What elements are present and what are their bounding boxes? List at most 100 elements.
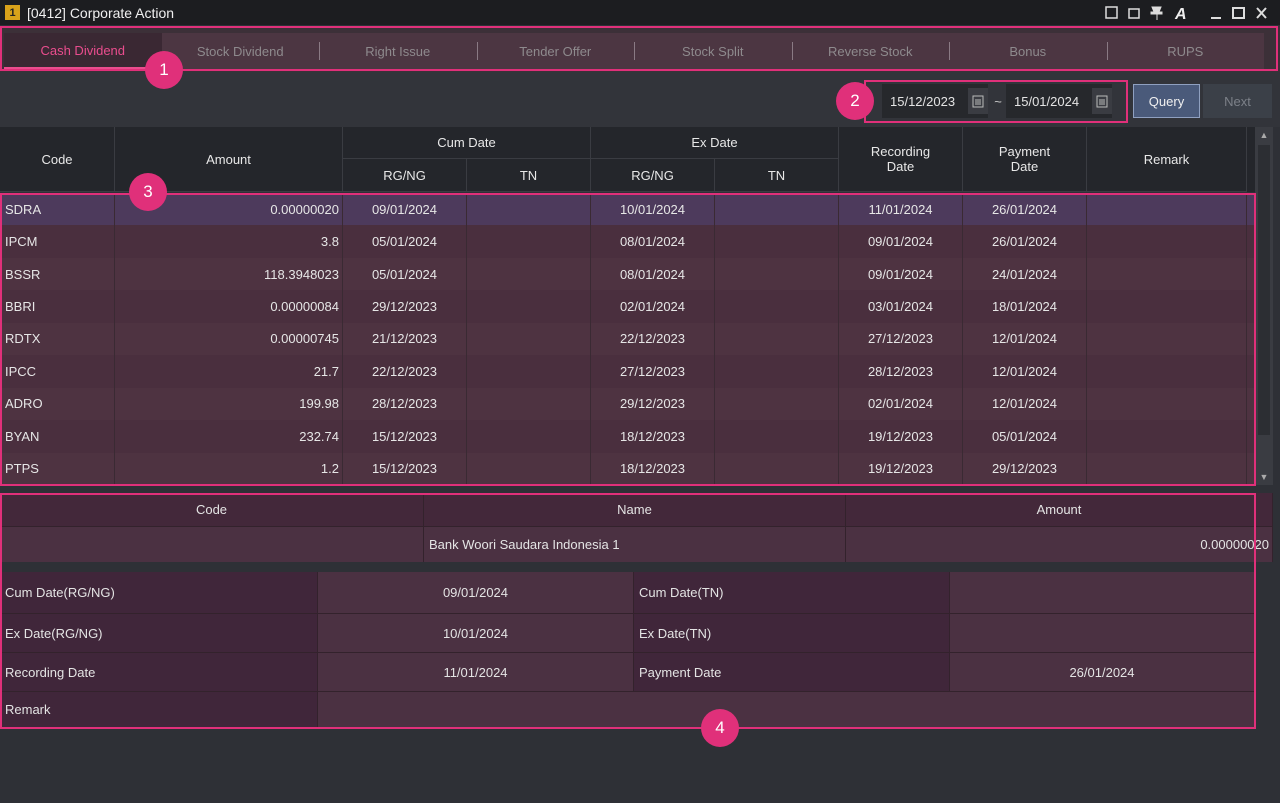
font-button[interactable]: A	[1174, 6, 1187, 22]
tab[interactable]: Stock Dividend	[162, 33, 320, 69]
table-cell[interactable]: 15/12/2023	[343, 420, 467, 452]
table-cell[interactable]: 05/01/2024	[963, 420, 1087, 452]
table-cell[interactable]: 21.7	[115, 355, 343, 387]
table-cell[interactable]: ADRO	[0, 388, 115, 420]
table-cell[interactable]: 19/12/2023	[839, 453, 963, 485]
table-cell[interactable]: 29/12/2023	[591, 388, 715, 420]
table-cell[interactable]	[1087, 388, 1247, 420]
table-cell[interactable]	[715, 290, 839, 322]
table-cell[interactable]: 09/01/2024	[343, 193, 467, 225]
table-cell[interactable]: 18/12/2023	[591, 420, 715, 452]
table-cell[interactable]: 19/12/2023	[839, 420, 963, 452]
next-button[interactable]: Next	[1203, 84, 1272, 118]
table-cell[interactable]	[715, 355, 839, 387]
tab[interactable]: Bonus	[949, 33, 1107, 69]
table-cell[interactable]	[1087, 355, 1247, 387]
table-cell[interactable]: 15/12/2023	[343, 453, 467, 485]
table-cell[interactable]: 12/01/2024	[963, 323, 1087, 355]
float-button[interactable]	[1129, 9, 1139, 18]
table-cell[interactable]: 11/01/2024	[839, 193, 963, 225]
table-cell[interactable]: SDRA	[0, 193, 115, 225]
table-cell[interactable]	[467, 258, 591, 290]
table-cell[interactable]: RDTX	[0, 323, 115, 355]
table-cell[interactable]: 28/12/2023	[839, 355, 963, 387]
table-cell[interactable]	[1087, 453, 1247, 485]
query-button[interactable]: Query	[1133, 84, 1200, 118]
table-cell[interactable]: 22/12/2023	[591, 323, 715, 355]
table-cell[interactable]	[715, 258, 839, 290]
tab[interactable]: Stock Split	[634, 33, 792, 69]
table-cell[interactable]: 18/01/2024	[963, 290, 1087, 322]
table-cell[interactable]	[467, 193, 591, 225]
tab[interactable]: Reverse Stock	[792, 33, 950, 69]
table-cell[interactable]: IPCM	[0, 225, 115, 257]
table-cell[interactable]: 02/01/2024	[839, 388, 963, 420]
table-cell[interactable]	[715, 225, 839, 257]
maximize-button[interactable]	[1233, 8, 1244, 18]
table-cell[interactable]: 199.98	[115, 388, 343, 420]
table-cell[interactable]: 26/01/2024	[963, 225, 1087, 257]
table-cell[interactable]: 22/12/2023	[343, 355, 467, 387]
tab[interactable]: RUPS	[1107, 33, 1265, 69]
table-cell[interactable]: 08/01/2024	[591, 225, 715, 257]
table-cell[interactable]	[715, 388, 839, 420]
table-cell[interactable]	[467, 225, 591, 257]
calendar-button[interactable]	[1092, 88, 1112, 114]
tab[interactable]: Cash Dividend	[4, 33, 162, 69]
table-cell[interactable]: 0.00000084	[115, 290, 343, 322]
table-cell[interactable]: 09/01/2024	[839, 258, 963, 290]
table-cell[interactable]: 28/12/2023	[343, 388, 467, 420]
table-cell[interactable]	[1087, 258, 1247, 290]
table-cell[interactable]	[1087, 420, 1247, 452]
table-cell[interactable]	[467, 323, 591, 355]
tab[interactable]: Right Issue	[319, 33, 477, 69]
table-cell[interactable]: 24/01/2024	[963, 258, 1087, 290]
table-cell[interactable]	[715, 193, 839, 225]
table-cell[interactable]: 18/12/2023	[591, 453, 715, 485]
table-cell[interactable]: PTPS	[0, 453, 115, 485]
calendar-button[interactable]	[968, 88, 988, 114]
table-cell[interactable]: 29/12/2023	[343, 290, 467, 322]
table-cell[interactable]: 21/12/2023	[343, 323, 467, 355]
table-cell[interactable]: 29/12/2023	[963, 453, 1087, 485]
table-cell[interactable]: 09/01/2024	[839, 225, 963, 257]
table-cell[interactable]: 3.8	[115, 225, 343, 257]
table-cell[interactable]: 0.00000745	[115, 323, 343, 355]
table-cell[interactable]	[1087, 225, 1247, 257]
table-cell[interactable]: BSSR	[0, 258, 115, 290]
table-cell[interactable]: 08/01/2024	[591, 258, 715, 290]
table-cell[interactable]	[467, 388, 591, 420]
table-cell[interactable]: 27/12/2023	[839, 323, 963, 355]
table-cell[interactable]: BBRI	[0, 290, 115, 322]
table-cell[interactable]: 26/01/2024	[963, 193, 1087, 225]
pin-button[interactable]	[1151, 7, 1162, 20]
close-button[interactable]	[1257, 8, 1266, 18]
tab[interactable]: Tender Offer	[477, 33, 635, 69]
table-cell[interactable]: 02/01/2024	[591, 290, 715, 322]
table-cell[interactable]	[467, 290, 591, 322]
table-cell[interactable]: 27/12/2023	[591, 355, 715, 387]
table-cell[interactable]: 12/01/2024	[963, 388, 1087, 420]
table-cell[interactable]	[467, 453, 591, 485]
table-cell[interactable]	[1087, 193, 1247, 225]
table-cell[interactable]: BYAN	[0, 420, 115, 452]
table-cell[interactable]	[467, 355, 591, 387]
table-cell[interactable]	[467, 420, 591, 452]
table-cell[interactable]: 1.2	[115, 453, 343, 485]
layout-button[interactable]	[1106, 7, 1117, 18]
table-cell[interactable]	[1087, 290, 1247, 322]
table-cell[interactable]: 05/01/2024	[343, 225, 467, 257]
table-cell[interactable]	[715, 420, 839, 452]
table-cell[interactable]: 10/01/2024	[591, 193, 715, 225]
table-cell[interactable]	[715, 453, 839, 485]
table-cell[interactable]: 118.3948023	[115, 258, 343, 290]
tab-divider	[634, 42, 635, 60]
table-cell[interactable]: 12/01/2024	[963, 355, 1087, 387]
table-cell[interactable]: IPCC	[0, 355, 115, 387]
table-cell[interactable]: 03/01/2024	[839, 290, 963, 322]
table-cell[interactable]: 232.74	[115, 420, 343, 452]
scroll-thumb[interactable]	[1258, 145, 1270, 435]
table-cell[interactable]: 05/01/2024	[343, 258, 467, 290]
table-cell[interactable]	[1087, 323, 1247, 355]
table-cell[interactable]	[715, 323, 839, 355]
